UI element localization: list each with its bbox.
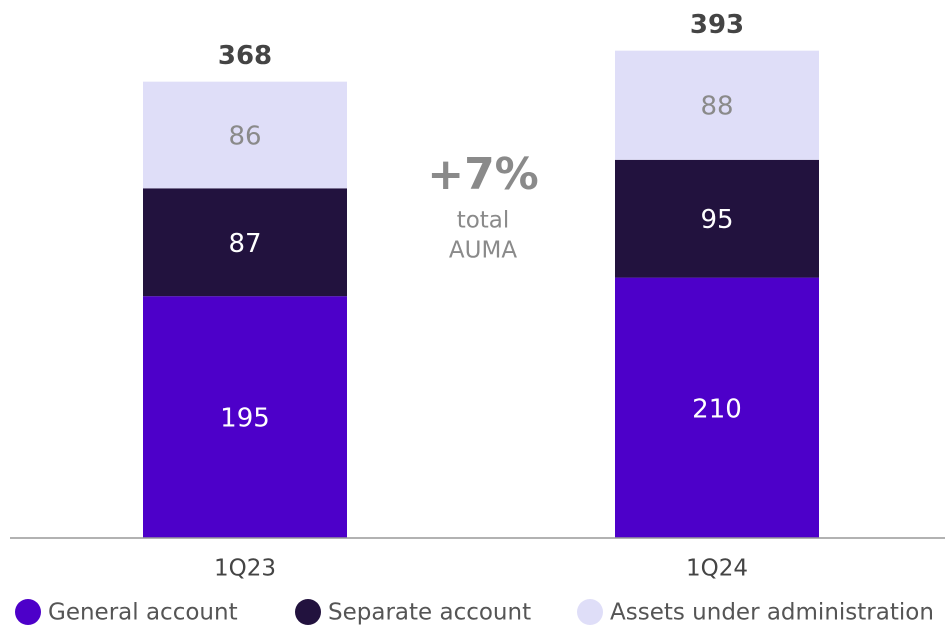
legend-label: Assets under administration <box>610 600 934 626</box>
x-tick-label: 1Q23 <box>214 556 276 582</box>
value-label: 210 <box>692 394 742 424</box>
bar-segment <box>143 81 347 189</box>
legend-label: Separate account <box>328 600 531 626</box>
bar-segment <box>143 188 347 297</box>
legend-swatch <box>15 599 41 625</box>
value-label: 95 <box>700 205 733 235</box>
legend-swatch <box>295 599 321 625</box>
bar-segment <box>615 277 819 538</box>
annotation-headline: +7% <box>427 149 539 200</box>
bar-segment <box>615 159 819 278</box>
value-label: 87 <box>228 229 261 259</box>
annotation-line: total <box>457 208 510 234</box>
value-label: 88 <box>700 92 733 122</box>
x-tick-label: 1Q24 <box>686 556 748 582</box>
annotation-line: AUMA <box>449 238 517 264</box>
total-label: 368 <box>218 41 272 71</box>
legend-swatch <box>577 599 603 625</box>
value-label: 86 <box>228 122 261 152</box>
legend-label: General account <box>48 600 238 626</box>
total-label: 393 <box>690 10 744 40</box>
value-label: 195 <box>220 404 270 434</box>
bar-segment <box>143 296 347 538</box>
bar-segment <box>615 50 819 160</box>
